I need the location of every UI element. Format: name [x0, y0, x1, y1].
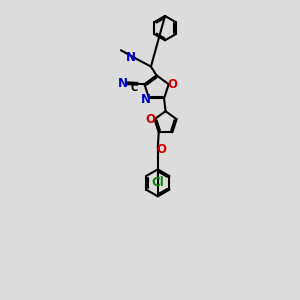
Text: N: N: [126, 51, 136, 64]
Text: O: O: [146, 113, 156, 126]
Text: N: N: [118, 77, 128, 90]
Text: N: N: [141, 93, 151, 106]
Text: C: C: [130, 83, 138, 94]
Text: O: O: [156, 142, 166, 156]
Text: O: O: [167, 78, 177, 91]
Text: Cl: Cl: [152, 176, 164, 189]
